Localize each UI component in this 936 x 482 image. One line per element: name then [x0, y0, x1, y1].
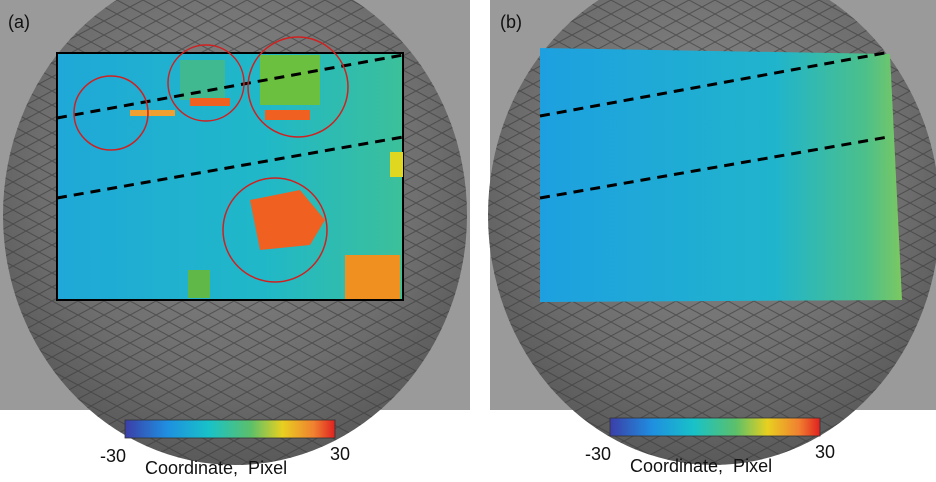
panel-label: (a) [8, 12, 30, 32]
artifact [390, 152, 403, 177]
colorbar-b: -30 Coordinate, Pixel 30 [585, 417, 835, 476]
highlight-circle [222, 177, 328, 283]
dashed-line [56, 135, 404, 200]
artifact [130, 110, 175, 116]
artifact [345, 255, 400, 299]
artifact [180, 60, 225, 100]
artifact [260, 55, 320, 105]
dashed-line [56, 53, 404, 120]
artifact [190, 98, 230, 106]
artifact [188, 270, 210, 298]
dashed-line [539, 135, 889, 200]
highlight-circle [247, 36, 349, 138]
artifact [265, 110, 310, 120]
colorbar-max: 30 [815, 442, 835, 462]
colorbar-min: -30 [585, 444, 611, 464]
dashed-line [539, 50, 891, 118]
colorbar [609, 417, 821, 437]
colorbar-label: Coordinate, Pixel [630, 456, 772, 476]
panel-label: (b) [500, 12, 522, 32]
colorbar [124, 419, 336, 439]
colorbar-min: -30 [100, 446, 126, 466]
displacement-field [540, 48, 902, 302]
artifact [250, 190, 325, 250]
colorbar-max: 30 [330, 444, 350, 464]
colorbar-a: -30 Coordinate, Pixel 30 [100, 419, 350, 478]
colorbar-label: Coordinate, Pixel [145, 458, 287, 478]
panel-a: (a) [0, 0, 470, 465]
highlight-circle [73, 75, 149, 151]
highlight-circle [167, 44, 245, 122]
panel-b: (b) [488, 0, 936, 465]
